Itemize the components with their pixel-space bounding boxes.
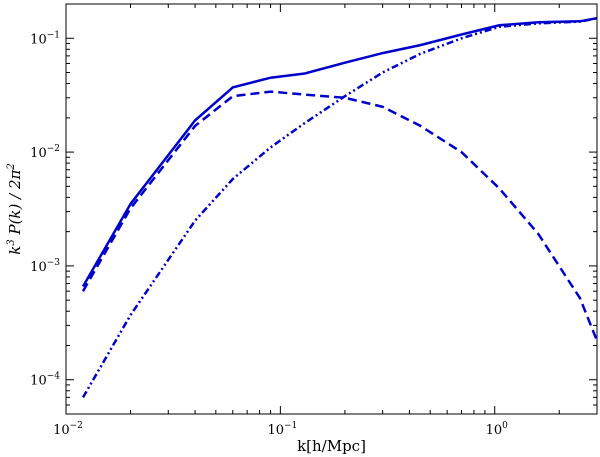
x-tick-label: 100 (486, 421, 509, 438)
tick-layer: 10−2 10−1 100 10−4 10−3 10−2 10−1 (30, 3, 598, 438)
series-line-one-halo (81, 16, 598, 399)
y-tick-label: 10−4 (30, 372, 60, 389)
x-tick-label: 10−1 (267, 421, 297, 438)
y-tick-label: 10−1 (30, 30, 60, 47)
series-line-total (81, 16, 598, 288)
x-tick-label: 10−2 (53, 421, 83, 438)
y-tick-label: 10−3 (30, 258, 60, 275)
y-axis-label: k3 P(k) / 2π2 (6, 163, 24, 255)
x-axis-label: k[h/Mpc] (297, 437, 366, 455)
series-layer (81, 16, 599, 399)
y-tick-label: 10−2 (30, 144, 60, 161)
plot-frame (65, 3, 598, 415)
series-line-two-halo (81, 90, 599, 342)
